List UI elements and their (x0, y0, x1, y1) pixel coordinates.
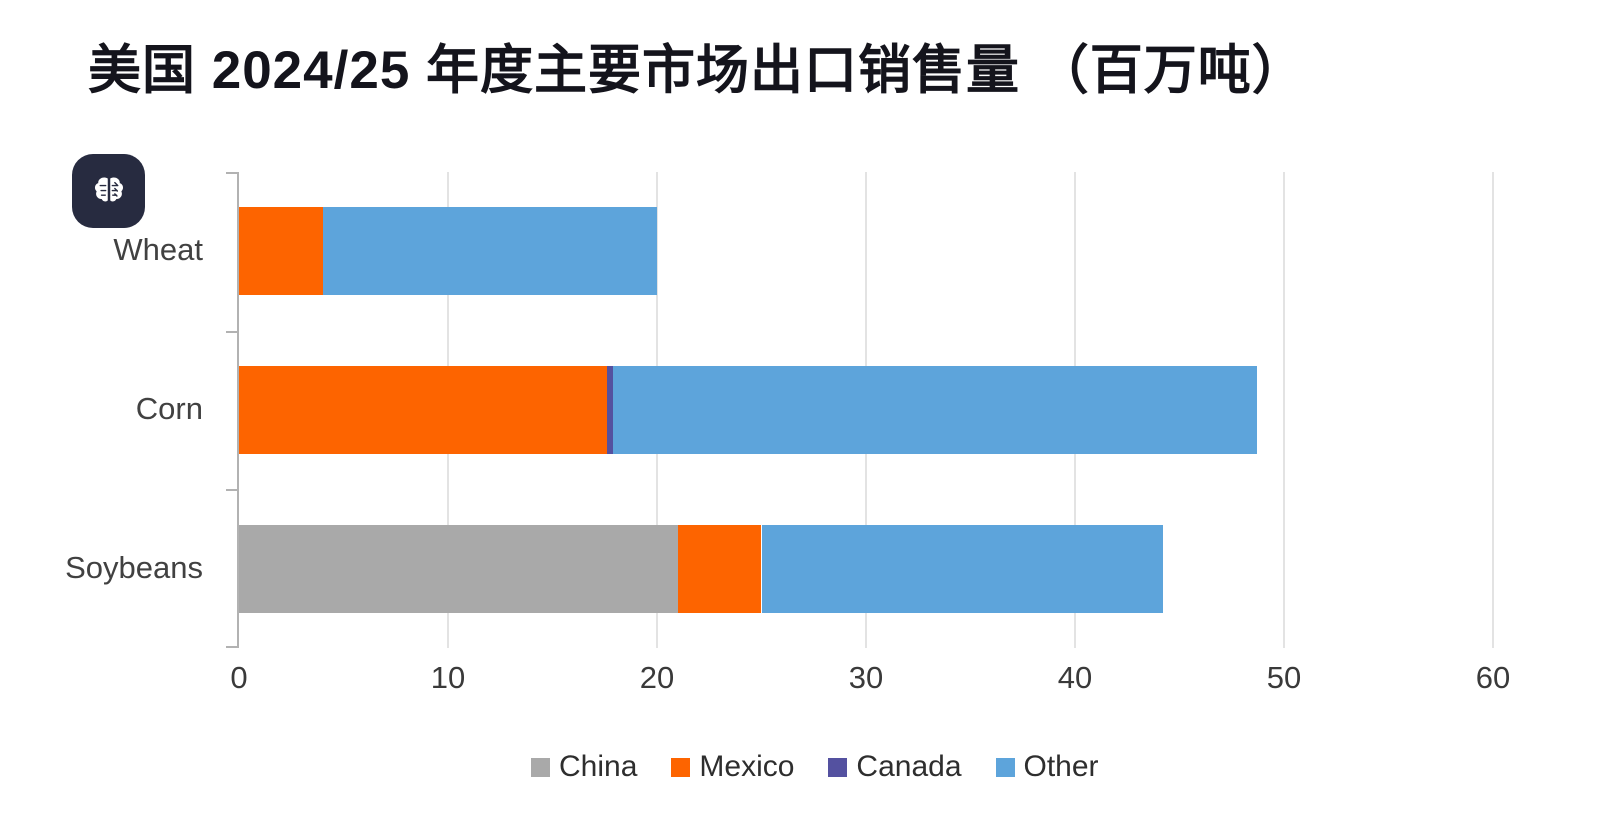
x-tick-label-0: 0 (230, 660, 248, 695)
x-tick-label-30: 30 (848, 660, 884, 695)
bar-segment-corn-canada (606, 366, 614, 454)
x-tick-label-10: 10 (430, 660, 466, 695)
legend-label-other: Other (1023, 750, 1099, 783)
chart-title: 美国 2024/25 年度主要市场出口销售量 （百万吨） (88, 41, 1306, 100)
bar-segment-soybeans-other (761, 525, 1163, 613)
y-axis-line (237, 172, 239, 648)
y-axis-tick (226, 489, 238, 491)
bar-segment-soybeans-china (239, 525, 678, 613)
y-axis-tick (226, 331, 238, 333)
legend-label-canada: Canada (856, 750, 962, 783)
legend-swatch-china (531, 757, 550, 777)
legend-item-china: China (531, 750, 637, 784)
legend-label-china: China (559, 750, 638, 783)
plot-area: Wheat Corn Soybeans 0 10 20 30 40 50 60 (65, 172, 1510, 695)
legend-swatch-other (995, 757, 1015, 777)
gridline-x-50 (1283, 172, 1285, 648)
category-label-corn: Corn (135, 391, 203, 426)
bar-segment-wheat-mexico (239, 207, 323, 295)
legend-swatch-canada (828, 757, 848, 777)
x-tick-label-50: 50 (1266, 660, 1302, 695)
y-axis-tick (226, 172, 238, 174)
x-tick-label-40: 40 (1057, 660, 1093, 695)
bar-segment-wheat-other (322, 207, 657, 295)
category-label-soybeans: Soybeans (65, 550, 203, 585)
thinking-badge[interactable] (72, 154, 145, 228)
category-label-wheat: Wheat (113, 232, 203, 267)
x-tick-label-20: 20 (639, 660, 675, 695)
brain-icon (89, 171, 129, 211)
bar-segment-soybeans-mexico (677, 525, 762, 613)
legend-item-mexico: Mexico (671, 750, 794, 784)
legend-label-mexico: Mexico (699, 750, 795, 783)
bar-segment-corn-other (613, 366, 1257, 454)
legend-item-canada: Canada (828, 750, 962, 784)
gridline-x-60 (1492, 172, 1494, 648)
legend-item-other: Other (995, 750, 1099, 784)
bar-segment-corn-mexico (239, 366, 607, 454)
y-axis-tick (226, 646, 238, 648)
legend: China Mexico Canada Other (531, 750, 1099, 784)
x-tick-label-60: 60 (1475, 660, 1511, 695)
legend-swatch-mexico (671, 757, 691, 777)
